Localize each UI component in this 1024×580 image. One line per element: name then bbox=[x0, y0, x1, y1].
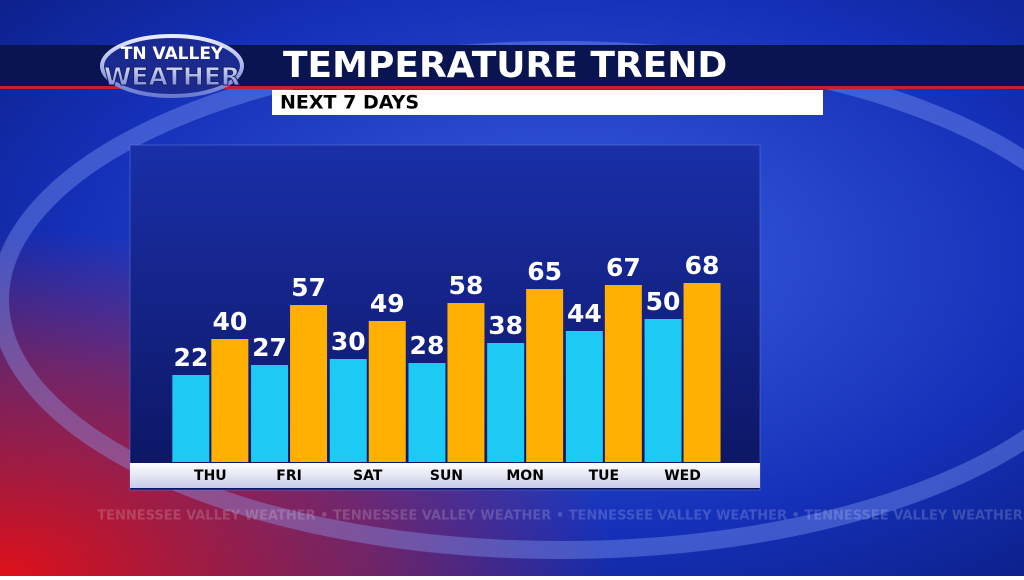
x-tick-label: TUE bbox=[589, 468, 619, 484]
bar bbox=[211, 339, 249, 462]
x-tick-label: WED bbox=[664, 468, 701, 484]
title: TEMPERATURE TREND bbox=[283, 45, 727, 86]
x-tick-label: SAT bbox=[353, 468, 383, 484]
x-tick-label: FRI bbox=[276, 468, 302, 484]
value-label: 57 bbox=[291, 273, 326, 302]
category-strip bbox=[130, 463, 760, 488]
bar bbox=[447, 303, 485, 462]
x-tick-label: SUN bbox=[430, 468, 463, 484]
value-label: 38 bbox=[488, 311, 523, 340]
x-tick-label: MON bbox=[506, 468, 544, 484]
value-label: 68 bbox=[685, 251, 720, 280]
bar bbox=[290, 305, 328, 462]
bar bbox=[172, 375, 210, 462]
x-tick-label: THU bbox=[194, 468, 227, 484]
bar bbox=[604, 285, 642, 462]
value-label: 65 bbox=[527, 257, 562, 286]
bar bbox=[526, 289, 564, 462]
bar bbox=[408, 363, 446, 462]
value-label: 67 bbox=[606, 253, 641, 282]
bar bbox=[683, 283, 721, 462]
value-label: 27 bbox=[252, 333, 287, 362]
logo-badge bbox=[100, 34, 244, 98]
watermark: TENNESSEE VALLEY WEATHER • TENNESSEE VAL… bbox=[97, 509, 1023, 524]
value-label: 30 bbox=[331, 327, 366, 356]
bar bbox=[487, 343, 525, 462]
subtitle: NEXT 7 DAYS bbox=[280, 92, 419, 114]
bar bbox=[565, 331, 603, 462]
value-label: 58 bbox=[449, 271, 484, 300]
value-label: 50 bbox=[646, 287, 681, 316]
logo-line2: WEATHER bbox=[104, 62, 240, 91]
header-rule bbox=[0, 86, 1024, 89]
value-label: 22 bbox=[173, 343, 208, 372]
value-label: 44 bbox=[567, 299, 602, 328]
bar bbox=[368, 321, 406, 462]
subtitle-bar bbox=[272, 90, 823, 115]
value-label: 40 bbox=[212, 307, 247, 336]
bar bbox=[329, 359, 367, 462]
value-label: 49 bbox=[370, 289, 405, 318]
bar bbox=[251, 365, 289, 462]
value-label: 28 bbox=[410, 331, 445, 360]
logo-line1: TN VALLEY bbox=[121, 44, 224, 64]
bar bbox=[644, 319, 682, 462]
